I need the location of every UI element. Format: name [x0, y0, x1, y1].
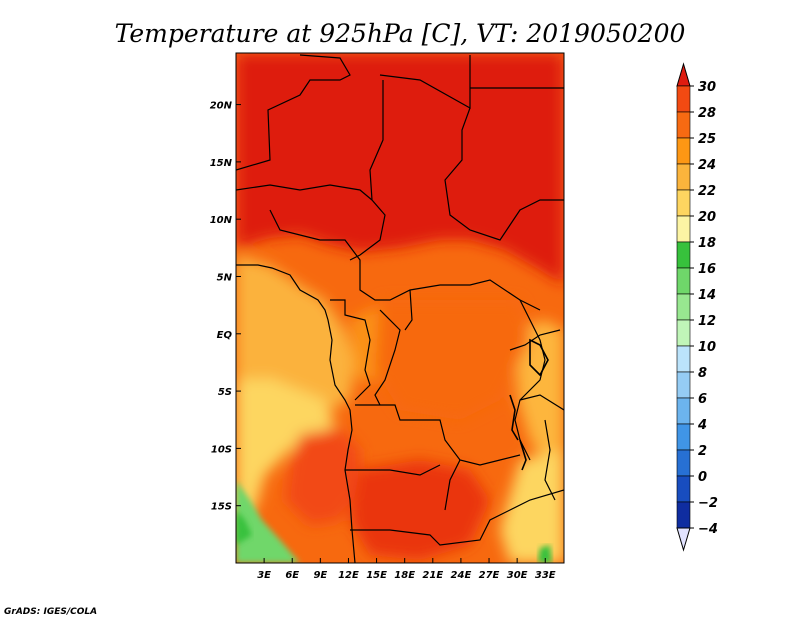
colorbar-label: 30	[698, 80, 716, 95]
y-tick-label: 5S	[218, 387, 232, 398]
x-tick-label: 15E	[366, 570, 387, 581]
colorbar-band	[676, 423, 691, 451]
credit-text: GrADS: IGES/COLA	[4, 607, 97, 617]
x-tick-label: 3E	[257, 570, 271, 581]
map-frame	[235, 52, 565, 564]
colorbar-band	[676, 267, 691, 295]
colorbar-band	[676, 215, 691, 243]
colorbar-band	[676, 241, 691, 269]
y-tick-label: 10N	[210, 215, 233, 226]
colorbar-label: −4	[698, 522, 718, 537]
x-axis: 3E 6E 9E 12E 15E 18E 21E 24E 27E 30E 33E	[257, 558, 556, 581]
x-tick-label: 6E	[285, 570, 299, 581]
chart-title: Temperature at 925hPa [C], VT: 201905020…	[115, 19, 686, 48]
colorbar-top-arrow	[676, 62, 691, 87]
colorbar-label: 24	[698, 158, 716, 173]
colorbar-label: −2	[698, 496, 718, 511]
colorbar-label: 16	[698, 262, 716, 277]
y-axis: 20N 15N 10N 5N EQ 5S 10S 15S	[210, 101, 241, 513]
colorbar-label: 0	[698, 470, 707, 485]
x-tick-label: 9E	[313, 570, 327, 581]
temperature-field	[236, 53, 564, 563]
colorbar-label: 2	[698, 444, 707, 459]
colorbar-label: 22	[698, 184, 716, 199]
x-tick-label: 30E	[507, 570, 528, 581]
colorbar-label: 25	[698, 132, 716, 147]
y-tick-label: 20N	[210, 101, 233, 112]
colorbar-band	[676, 137, 691, 165]
colorbar-bottom-arrow	[676, 527, 691, 552]
x-tick-label: 21E	[422, 570, 443, 581]
colorbar-label: 10	[698, 340, 716, 355]
x-tick-label: 18E	[394, 570, 415, 581]
colorbar-band	[676, 345, 691, 373]
x-tick-label: 12E	[338, 570, 359, 581]
y-tick-label: 15S	[211, 502, 232, 513]
colorbar-label: 18	[698, 236, 716, 251]
colorbar-label: 28	[698, 106, 716, 121]
colorbar-band	[676, 189, 691, 217]
colorbar-band	[676, 397, 691, 425]
colorbar-band	[676, 163, 691, 191]
x-tick-label: 24E	[451, 570, 472, 581]
y-tick-label: 5N	[217, 272, 233, 283]
colorbar-label: 8	[698, 366, 707, 381]
y-tick-label: EQ	[217, 330, 233, 341]
colorbar-label: 12	[698, 314, 716, 329]
y-tick-label: 15N	[210, 158, 233, 169]
colorbar-label: 6	[698, 392, 707, 407]
colorbar-band	[676, 293, 691, 321]
colorbar-label: 4	[697, 418, 707, 433]
colorbar-label: 20	[698, 210, 716, 225]
x-tick-label: 27E	[479, 570, 500, 581]
colorbar-band	[676, 475, 691, 503]
colorbar-band	[676, 319, 691, 347]
colorbar-label: 14	[698, 288, 716, 303]
colorbar-band	[676, 371, 691, 399]
colorbar-band	[676, 85, 691, 113]
x-tick-label: 33E	[535, 570, 556, 581]
colorbar-band	[676, 449, 691, 477]
colorbar-band	[676, 111, 691, 139]
colorbar-band	[676, 501, 691, 529]
y-tick-label: 10S	[211, 444, 232, 455]
